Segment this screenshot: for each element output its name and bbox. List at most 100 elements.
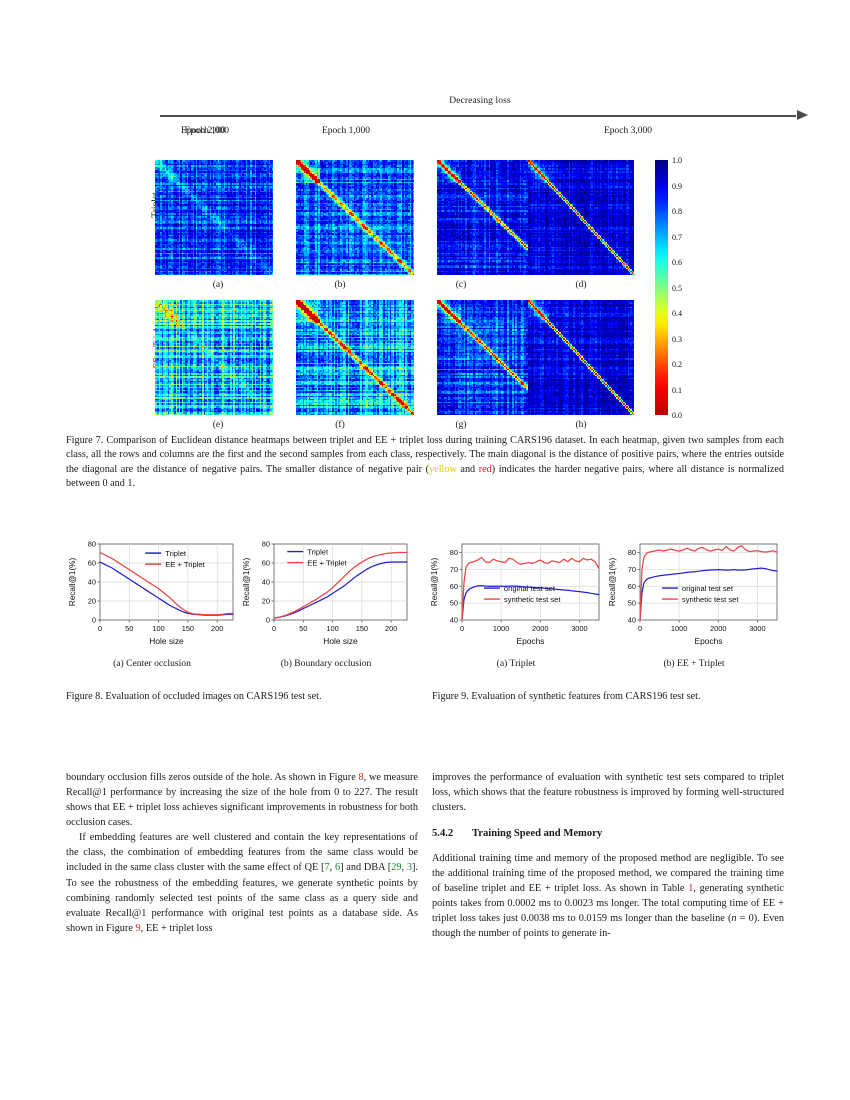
lp2sep1: , [329, 862, 335, 874]
svg-text:2000: 2000 [532, 624, 548, 633]
right-paragraph-1: improves the performance of evaluation w… [432, 772, 784, 814]
svg-text:Recall@1(%): Recall@1(%) [68, 558, 77, 607]
svg-text:150: 150 [182, 624, 194, 633]
rp2c: = 0). Even though the number of points t… [432, 913, 784, 940]
heatmap-f [296, 300, 414, 415]
heatmap-e [155, 300, 273, 415]
svg-text:60: 60 [262, 559, 270, 568]
citation-29[interactable]: 29 [391, 862, 402, 874]
column-right: improves the performance of evaluation w… [432, 770, 784, 941]
plot-fig9a: 0 1000 2000 3000 40 50 60 70 80 Epochs Recall@1(%)… [428, 538, 604, 646]
svg-text:Recall@1(%): Recall@1(%) [430, 558, 439, 607]
svg-text:80: 80 [450, 548, 458, 557]
svg-text:40: 40 [628, 616, 636, 625]
svg-text:200: 200 [211, 624, 223, 633]
svg-text:20: 20 [88, 597, 96, 606]
rp2a: Additional training time and memory of t… [432, 852, 784, 894]
sublabel-h: (h) [575, 420, 587, 430]
svg-text:Triplet: Triplet [307, 547, 329, 556]
svg-text:200: 200 [385, 624, 397, 633]
svg-text:Recall@1(%): Recall@1(%) [242, 558, 251, 607]
svg-text:Hole size: Hole size [149, 636, 184, 646]
svg-text:50: 50 [628, 599, 636, 608]
figure-8-caption: Figure 8. Evaluation of occluded images … [66, 691, 322, 702]
citation-6[interactable]: 6 [334, 862, 341, 874]
variable-n: n [731, 913, 737, 925]
plot-fig8b: 0 50 100 150 200 0 20 40 60 80 Hole size Recall@1(%… [240, 538, 412, 646]
sublabel-d: (d) [575, 280, 587, 290]
arrow-line [160, 115, 796, 117]
colorbar-tick-0: 1.0 [672, 156, 682, 165]
figure-7-caption-red: red [478, 463, 492, 475]
lp1a: boundary occlusion fills zeros outside o… [66, 772, 359, 783]
colorbar-tick-7: 0.3 [672, 334, 682, 344]
lp2a: If embedding features are well clustered… [66, 832, 418, 874]
rp2b: , generating synthetic points takes from… [432, 882, 785, 925]
figure-ref-8[interactable]: 8 [358, 772, 364, 783]
svg-text:20: 20 [262, 597, 270, 606]
svg-text:50: 50 [450, 599, 458, 608]
figures-8-9-row: 0 50 100 150 200 0 20 40 60 80 Hole size Recall@1(%… [0, 538, 850, 728]
colorbar-tick-9: 0.1 [672, 385, 682, 395]
svg-text:synthetic test set: synthetic test set [504, 595, 561, 604]
svg-text:150: 150 [356, 624, 368, 633]
colorbar-tick-10: 0.0 [672, 411, 682, 420]
sublabel-f: (f) [335, 420, 345, 430]
figure-7-caption: Figure 7. Comparison of Euclidean distan… [66, 434, 784, 492]
epoch-label-2: Epoch 2,000 [180, 126, 230, 136]
svg-text:60: 60 [88, 559, 96, 568]
column-left: boundary occlusion fills zeros outside o… [66, 770, 418, 936]
svg-text:60: 60 [450, 582, 458, 591]
citation-7[interactable]: 7 [324, 862, 330, 874]
svg-text:0: 0 [266, 616, 270, 625]
svg-text:70: 70 [450, 565, 458, 574]
svg-text:synthetic test set: synthetic test set [682, 595, 739, 604]
heatmap-b [296, 160, 414, 275]
heatmap-grid: Triplet EE + Triplet (a) (b) (c) (d) (e)… [0, 142, 850, 438]
svg-text:0: 0 [638, 624, 642, 633]
body-text: boundary occlusion fills zeros outside o… [0, 770, 850, 1020]
sublabel-e: (e) [212, 420, 224, 430]
lp2c: ]. To see the robustness of the embeddin… [66, 862, 418, 934]
figure-7-caption-yellow: yellow [429, 463, 457, 475]
svg-text:Epochs: Epochs [517, 636, 545, 646]
heatmap-d [528, 160, 634, 275]
citation-3[interactable]: 3 [406, 862, 412, 874]
decreasing-loss-axis: Decreasing loss [150, 96, 810, 126]
figure-ref-9[interactable]: 9 [135, 922, 141, 934]
left-paragraph-1: boundary occlusion fills zeros outside o… [66, 770, 418, 830]
svg-text:3000: 3000 [571, 624, 587, 633]
svg-text:80: 80 [88, 540, 96, 549]
fig8-subcaption-a: (a) Center occlusion [113, 658, 191, 669]
svg-text:60: 60 [628, 582, 636, 591]
svg-text:40: 40 [262, 578, 270, 587]
svg-text:EE + Triplet: EE + Triplet [165, 560, 205, 569]
figure-7-caption-part2: ) indicates the harder negative pairs, w… [66, 463, 784, 490]
heatmap-a [155, 160, 273, 275]
svg-text:80: 80 [628, 548, 636, 557]
plot-fig8a: 0 50 100 150 200 0 20 40 60 80 Hole size Recall@1(%… [66, 538, 238, 646]
svg-text:Hole size: Hole size [323, 636, 358, 646]
lp1b: , we measure Recall@1 performance by inc… [66, 772, 418, 829]
fig9-subcaption-b: (b) EE + Triplet [663, 658, 725, 669]
figure-7-caption-part1: Figure 7. Comparison of Euclidean distan… [66, 435, 784, 475]
sublabel-a: (a) [212, 280, 224, 290]
svg-text:70: 70 [628, 565, 636, 574]
colorbar-gradient [655, 160, 668, 415]
colorbar-tick-2: 0.8 [672, 207, 682, 216]
svg-text:80: 80 [262, 540, 270, 549]
svg-text:100: 100 [326, 624, 338, 633]
arrow-head-icon [797, 110, 808, 120]
svg-text:0: 0 [92, 616, 96, 625]
fig9-subcaption-a: (a) Triplet [496, 658, 536, 669]
lp2b: ] and DBA [ [340, 862, 392, 874]
colorbar: 1.0 0.9 0.8 0.7 0.6 0.5 0.4 0.3 0.2 0.1 … [655, 156, 682, 420]
plot-fig9b: 0 1000 2000 3000 40 50 60 70 80 Epochs Recall@1(%)… [606, 538, 782, 646]
section-heading-5-4-2: 5.4.2 Training Speed and Memory [432, 826, 784, 842]
table-ref-1[interactable]: 1 [688, 882, 694, 894]
decreasing-loss-label: Decreasing loss [449, 96, 511, 106]
svg-text:0: 0 [272, 624, 276, 633]
svg-text:original test set: original test set [504, 584, 556, 593]
epoch-label-row: Epoch 100 Epoch 1,000 Epoch 2,000 Epoch … [150, 126, 810, 142]
colorbar-tick-5: 0.5 [672, 283, 682, 293]
